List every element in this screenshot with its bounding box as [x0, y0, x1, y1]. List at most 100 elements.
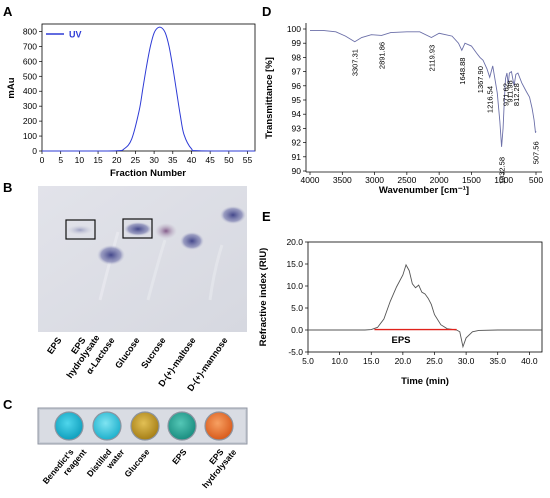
chart-e-ytick-label: 20.0 — [286, 237, 303, 247]
tlc-plate-background — [38, 186, 247, 332]
chart-a-xtick-label: 35 — [168, 155, 178, 165]
chart-a-ytick-label: 100 — [23, 131, 37, 141]
well-eps — [167, 411, 197, 441]
tlc-lane-label: Sucrose — [139, 335, 168, 370]
panel-label-c: C — [3, 397, 13, 412]
chart-d-ytick-label: 98 — [292, 52, 302, 62]
chart-a-frame — [41, 23, 256, 152]
chart-d-peak-label: 1648.88 — [458, 58, 467, 85]
chart-a-xtick-label: 25 — [131, 155, 141, 165]
tlc-spot-maltose — [180, 232, 204, 250]
tlc-spot-mannose — [220, 206, 246, 224]
well-distilled-water — [92, 411, 122, 441]
chart-e-xtick-label: 35.0 — [489, 356, 506, 366]
chart-a-ytick-label: 200 — [23, 116, 37, 126]
chart-a-xlabel: Fraction Number — [110, 168, 186, 179]
well-label: Distilledwater — [85, 440, 127, 485]
tlc-lane-label: EPS — [45, 335, 64, 355]
chart-a-xtick-label: 15 — [93, 155, 103, 165]
chart-d-xtick-label: 4000 — [301, 175, 320, 185]
chart-d-ticks: 4000 3500 3000 2500 2000 1500 1000 500 90 91 92 93 9… — [287, 24, 544, 185]
chart-d-peak-label: 3307.31 — [351, 49, 360, 76]
chart-d-ytick-label: 95 — [292, 95, 302, 105]
tlc-spot-sucrose — [155, 223, 177, 239]
chart-e-xtick-label: 30.0 — [458, 356, 475, 366]
chart-a-xtick-label: 45 — [205, 155, 215, 165]
well-label: EPS — [170, 447, 189, 467]
chart-e-ytick-label: 5.0 — [291, 303, 303, 313]
chart-d-peak-label: 812.28 — [512, 83, 521, 106]
chart-a-xtick-label: 5 — [58, 155, 63, 165]
tlc-plate: EPS EPShydrolysateα-LactoseGlucoseSucrose… — [38, 186, 247, 393]
chart-a-ytick-label: 0 — [32, 146, 37, 156]
chart-a-ytick-label: 600 — [23, 56, 37, 66]
chart-d-ytick-label: 97 — [292, 67, 302, 77]
tlc-lane-label: Glucose — [113, 335, 142, 370]
chart-a-xtick-label: 55 — [243, 155, 253, 165]
well-label-line1: Glucose — [122, 447, 151, 479]
chart-a-ytick-label: 800 — [23, 26, 37, 36]
chart-d-xtick-label: 3000 — [365, 175, 384, 185]
chart-d-series-ftir — [310, 29, 537, 147]
chart-d-peak-label: 507.56 — [531, 141, 540, 164]
chart-d-peak-labels: 3307.31 2891.86 2119.93 1648.88 1367.901216.… — [351, 42, 541, 184]
chart-a-ticks: 0 5 10 15 20 25 30 35 40 45 50 55 0 100 200 300 400 500 60… — [23, 26, 253, 165]
chart-a-uv-elution: 0 5 10 15 20 25 30 35 40 45 50 55 0 100 200 300 400 500 60… — [6, 23, 256, 179]
chart-d-peak-label: 1032.58 — [498, 157, 507, 184]
chart-d-xtick-label: 1500 — [462, 175, 481, 185]
tlc-streak — [208, 244, 224, 301]
well-label: Benedict'sreagent — [40, 441, 88, 493]
chart-a-ytick-label: 300 — [23, 101, 37, 111]
chart-d-ftir: 4000 3500 3000 2500 2000 1500 1000 500 90 91 92 93 9… — [264, 23, 543, 196]
chart-d-ytick-label: 91 — [292, 152, 302, 162]
chart-e-frame — [307, 241, 543, 353]
chart-d-ytick-label: 99 — [292, 38, 302, 48]
chart-a-ytick-label: 700 — [23, 41, 37, 51]
chart-e-ytick-label: 0.0 — [291, 325, 303, 335]
tlc-spot-alpha-lactose — [97, 245, 125, 265]
chart-e-xtick-label: 15.0 — [363, 356, 380, 366]
chart-d-peak-label: 1216.54 — [486, 86, 495, 113]
chart-e-xtick-label: 25.0 — [426, 356, 443, 366]
chart-d-peak-label: 2119.93 — [427, 45, 436, 72]
chart-a-xtick-label: 40 — [187, 155, 197, 165]
chart-d-ytick-label: 94 — [292, 109, 302, 119]
chart-a-legend-label: UV — [69, 30, 82, 40]
chart-d-xtick-label: 2000 — [430, 175, 449, 185]
chart-d-peak-label: 2891.86 — [378, 42, 387, 69]
chart-d-xlabel: Wavenumber [cm⁻¹] — [379, 185, 469, 196]
chart-e-xlabel: Time (min) — [401, 376, 449, 387]
tlc-lane-labels: EPS EPShydrolysateα-LactoseGlucoseSucrose… — [45, 333, 230, 393]
chart-d-ytick-label: 96 — [292, 81, 302, 91]
tlc-highlight-box-glucose — [122, 218, 153, 239]
chart-e-ytick-label: 15.0 — [286, 259, 303, 269]
chart-e-xtick-label: 5.0 — [302, 356, 314, 366]
chart-e-annotation-eps: EPS — [391, 335, 410, 346]
chart-a-xtick-label: 30 — [149, 155, 159, 165]
well-label-line1: EPS — [170, 447, 189, 467]
chart-a-xtick-label: 20 — [112, 155, 122, 165]
chart-d-xtick-label: 500 — [529, 175, 543, 185]
chart-a-ytick-label: 500 — [23, 71, 37, 81]
chart-d-xtick-label: 3500 — [333, 175, 352, 185]
chart-e-ytick-label: -5.0 — [288, 347, 303, 357]
well-label: EPShydrolysate — [192, 441, 238, 491]
tlc-spot-glucose — [124, 222, 152, 236]
chart-e-refractive-index: 5.0 10.0 15.0 20.0 25.0 30.0 35.0 40.0 -5.0 0.0 5.… — [258, 237, 543, 387]
chart-d-peak-label: 1367.90 — [476, 66, 485, 93]
panel-label-a: A — [3, 4, 13, 19]
chart-e-series-ri — [308, 263, 542, 349]
chart-d-ytick-label: 92 — [292, 138, 302, 148]
chart-d-xtick-label: 1000 — [494, 175, 513, 185]
well-benedicts-reagent — [54, 411, 84, 441]
chart-d-ytick-label: 93 — [292, 123, 302, 133]
chart-e-ticks: 5.0 10.0 15.0 20.0 25.0 30.0 35.0 40.0 -5.0 0.0 5.… — [286, 237, 537, 366]
chart-a-ytick-label: 400 — [23, 86, 37, 96]
well-label: Glucose — [122, 447, 151, 479]
chart-e-xtick-label: 40.0 — [521, 356, 538, 366]
chart-a-xtick-label: 50 — [224, 155, 234, 165]
chart-e-xtick-label: 10.0 — [331, 356, 348, 366]
